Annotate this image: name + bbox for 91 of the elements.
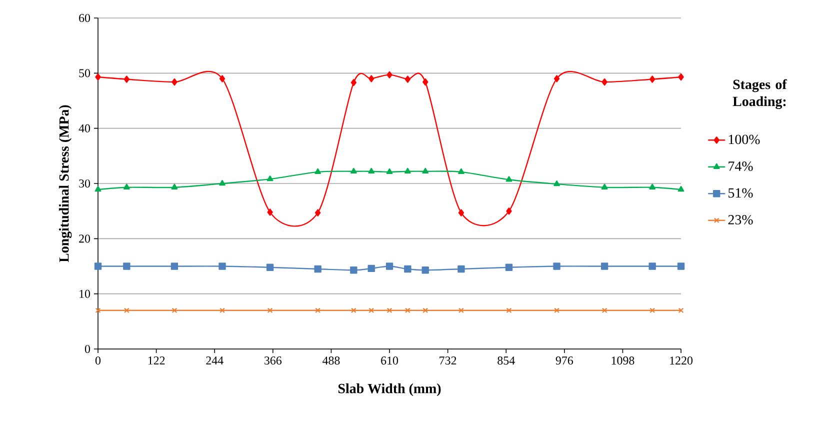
point: [458, 168, 464, 174]
x-tick-label: 1220: [670, 356, 693, 365]
legend-label: 51%: [728, 188, 753, 198]
legend-title: Stages of Loading:: [732, 79, 787, 110]
point: [94, 186, 102, 192]
point: [404, 308, 410, 314]
point: [95, 73, 101, 81]
x-tick-label: 244: [206, 356, 224, 364]
point: [649, 184, 656, 190]
x-tick-label: 1098: [612, 356, 634, 365]
point: [386, 308, 392, 314]
point: [315, 308, 321, 314]
point: [404, 168, 411, 174]
point: [506, 176, 512, 182]
point: [650, 308, 656, 314]
point: [602, 308, 608, 314]
point: [404, 76, 411, 83]
point: [368, 308, 374, 314]
point: [266, 264, 274, 271]
point: [600, 262, 608, 270]
point: [506, 207, 512, 215]
point: [314, 168, 322, 174]
point: [171, 184, 178, 190]
point: [422, 308, 428, 314]
y-tick-label: 40: [78, 124, 90, 132]
point: [266, 175, 274, 182]
point: [267, 208, 273, 216]
point: [267, 308, 273, 314]
point: [123, 184, 130, 190]
point: [554, 308, 560, 314]
point: [172, 78, 178, 86]
point: [601, 184, 608, 190]
point: [123, 262, 130, 270]
point: [422, 266, 429, 274]
x-axis-title: Slab Width (mm): [338, 383, 441, 396]
point: [386, 262, 394, 270]
y-axis-title: Longitudinal Stress (MPa): [58, 105, 72, 262]
point: [648, 262, 656, 270]
point: [386, 168, 393, 174]
point: [505, 264, 513, 271]
point: [649, 76, 656, 83]
point: [220, 308, 225, 314]
point: [172, 308, 178, 314]
legend-label: 23%: [728, 214, 753, 224]
y-tick-label: 60: [79, 14, 90, 22]
point: [422, 78, 428, 86]
point: [678, 73, 684, 81]
x-tick-label: 122: [148, 356, 165, 364]
point: [458, 308, 464, 314]
point: [422, 168, 429, 174]
y-tick-label: 50: [79, 69, 90, 78]
point: [386, 71, 392, 78]
point: [124, 308, 130, 314]
x-tick-label: 854: [498, 356, 515, 365]
point: [554, 180, 560, 186]
point: [350, 308, 356, 314]
x-tick-label: 366: [264, 356, 282, 365]
point: [368, 264, 375, 272]
y-tick-label: 20: [79, 234, 90, 243]
point: [350, 168, 357, 174]
point: [170, 262, 178, 270]
x-tick-label: 0: [95, 356, 101, 365]
legend-label: 74%: [728, 161, 753, 171]
x-tick-label: 732: [440, 356, 456, 365]
point: [458, 209, 464, 216]
point: [219, 75, 226, 82]
point: [678, 186, 684, 192]
point: [124, 76, 130, 83]
point: [602, 78, 608, 86]
y-tick-label: 10: [80, 290, 90, 298]
point: [458, 265, 465, 273]
point: [314, 265, 322, 273]
x-tick-label: 610: [381, 356, 398, 365]
y-tick-label: 0: [84, 344, 90, 354]
point: [350, 78, 357, 86]
point: [404, 265, 412, 273]
point: [554, 75, 560, 82]
point: [314, 209, 321, 216]
point: [553, 262, 560, 270]
point: [368, 168, 375, 174]
point: [218, 262, 226, 270]
point: [506, 308, 512, 314]
x-tick-label: 976: [556, 356, 574, 365]
point: [677, 262, 685, 270]
point: [350, 266, 358, 274]
point: [219, 180, 226, 186]
legend-label: 100%: [728, 134, 760, 144]
point: [368, 75, 374, 82]
y-tick-label: 30: [79, 179, 90, 188]
x-tick-label: 488: [322, 356, 340, 365]
point: [94, 262, 102, 270]
